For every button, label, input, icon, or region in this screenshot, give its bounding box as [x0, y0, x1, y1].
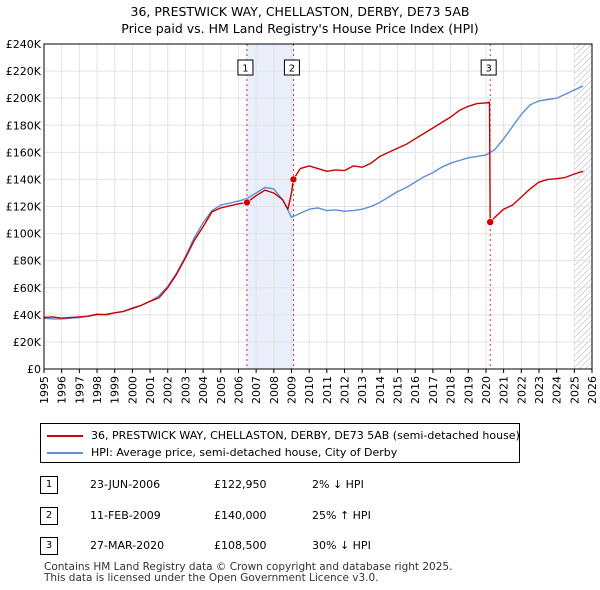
sale-marker-2: 2: [40, 507, 58, 525]
x-tick-label-0: 1995: [38, 376, 51, 404]
chart-title: 36, PRESTWICK WAY, CHELLASTON, DERBY, DE…: [130, 4, 470, 19]
x-tick-label-12: 2007: [250, 376, 263, 404]
y-tick-label-1: £20K: [13, 336, 42, 349]
price-chart: £0 £20K £40K £60K £80K £100K £120K £140K £160K £1…: [6, 38, 599, 404]
sale-date-1: 23-JUN-2006: [90, 478, 161, 491]
sale-date-3: 27-MAR-2020: [90, 539, 165, 552]
x-tick-label-18: 2013: [356, 376, 369, 404]
y-tick-label-11: £220K: [6, 65, 42, 78]
chart-legend: 36, PRESTWICK WAY, CHELLASTON, DERBY, DE…: [40, 423, 520, 463]
x-tick-label-14: 2009: [285, 376, 298, 404]
plot-border: [43, 43, 593, 370]
x-tick-label-11: 2006: [232, 376, 245, 404]
footer-copyright: Contains HM Land Registry data © Crown c…: [44, 561, 453, 573]
sale-box-1: [237, 59, 254, 76]
sale-point-2: [289, 175, 298, 184]
x-tick-label-3: 1998: [91, 376, 104, 404]
x-tick-label-17: 2012: [339, 376, 352, 404]
sale-box-label-2: 2: [289, 64, 295, 75]
x-tick-label-22: 2017: [427, 376, 440, 404]
y-tick-label-7: £140K: [6, 173, 42, 186]
x-tick-label-25: 2020: [480, 376, 493, 404]
y-tick-label-10: £200K: [6, 92, 42, 105]
legend-item-property: 36, PRESTWICK WAY, CHELLASTON, DERBY, DE…: [47, 429, 520, 442]
sale-marker-3: 3: [40, 537, 58, 555]
sale-price-1: £122,950: [214, 478, 267, 491]
x-tick-label-13: 2008: [268, 376, 281, 404]
x-tick-label-19: 2014: [374, 376, 387, 404]
x-tick-label-16: 2011: [321, 376, 334, 404]
y-tick-label-12: £240K: [6, 38, 42, 51]
y-tick-label-0: £0: [27, 363, 41, 376]
x-tick-label-8: 2003: [179, 376, 192, 404]
y-tick-label-9: £180K: [6, 119, 42, 132]
y-tick-label-4: £80K: [13, 255, 42, 268]
x-tick-label-6: 2001: [144, 376, 157, 404]
sale-row-1: 1 23-JUN-2006 £122,950 2% ↓ HPI: [40, 476, 460, 494]
x-tick-label-28: 2023: [533, 376, 546, 404]
x-tick-label-5: 2000: [126, 376, 139, 404]
y-tick-label-2: £40K: [13, 309, 42, 322]
sale-row-2: 2 11-FEB-2009 £140,000 25% ↑ HPI: [40, 507, 460, 525]
sale-price-3: £108,500: [214, 539, 267, 552]
x-tick-label-29: 2024: [551, 376, 564, 404]
y-tick-label-5: £100K: [6, 228, 42, 241]
x-tick-label-4: 1999: [109, 376, 122, 404]
sale-box-label-1: 1: [242, 64, 248, 75]
x-tick-label-23: 2018: [445, 376, 458, 404]
sale-box-3: [480, 59, 497, 76]
x-tick-label-9: 2004: [197, 376, 210, 404]
x-tick-label-7: 2002: [162, 376, 175, 404]
legend-swatch-hpi: [47, 452, 83, 454]
x-tick-label-10: 2005: [215, 376, 228, 404]
sale-point-1: [243, 198, 251, 207]
x-tick-label-2: 1997: [73, 376, 86, 404]
sale-hpi-2: 25% ↑ HPI: [312, 509, 371, 522]
legend-swatch-property: [47, 435, 83, 437]
x-tick-label-30: 2025: [568, 376, 581, 404]
sale-box-2: [283, 59, 300, 76]
sale-point-3: [486, 218, 494, 226]
sale-hpi-3: 30% ↓ HPI: [312, 539, 371, 552]
x-tick-label-27: 2022: [515, 376, 528, 404]
x-tick-label-21: 2016: [409, 376, 422, 404]
footer-licence: This data is licensed under the Open Gov…: [44, 572, 379, 584]
y-tick-label-6: £120K: [6, 201, 42, 214]
sale-price-2: £140,000: [214, 509, 267, 522]
sale-date-2: 11-FEB-2009: [90, 509, 161, 522]
x-tick-label-1: 1996: [56, 376, 69, 404]
x-tick-label-26: 2021: [498, 376, 511, 404]
chart-subtitle: Price paid vs. HM Land Registry's House …: [121, 21, 479, 36]
x-tick-label-20: 2015: [392, 376, 405, 404]
sale-row-3: 3 27-MAR-2020 £108,500 30% ↓ HPI: [40, 537, 460, 555]
x-tick-label-15: 2010: [303, 376, 316, 404]
y-tick-label-8: £160K: [6, 146, 42, 159]
x-tick-label-31: 2026: [586, 376, 599, 404]
x-tick-label-24: 2019: [462, 376, 475, 404]
y-tick-label-3: £60K: [13, 282, 42, 295]
legend-label-property: 36, PRESTWICK WAY, CHELLASTON, DERBY, DE…: [91, 429, 520, 442]
legend-item-hpi: HPI: Average price, semi-detached house,…: [47, 446, 397, 459]
sale-marker-1: 1: [40, 476, 58, 494]
legend-label-hpi: HPI: Average price, semi-detached house,…: [91, 446, 398, 459]
sale-hpi-1: 2% ↓ HPI: [312, 478, 364, 491]
sale-box-label-3: 3: [485, 64, 491, 75]
